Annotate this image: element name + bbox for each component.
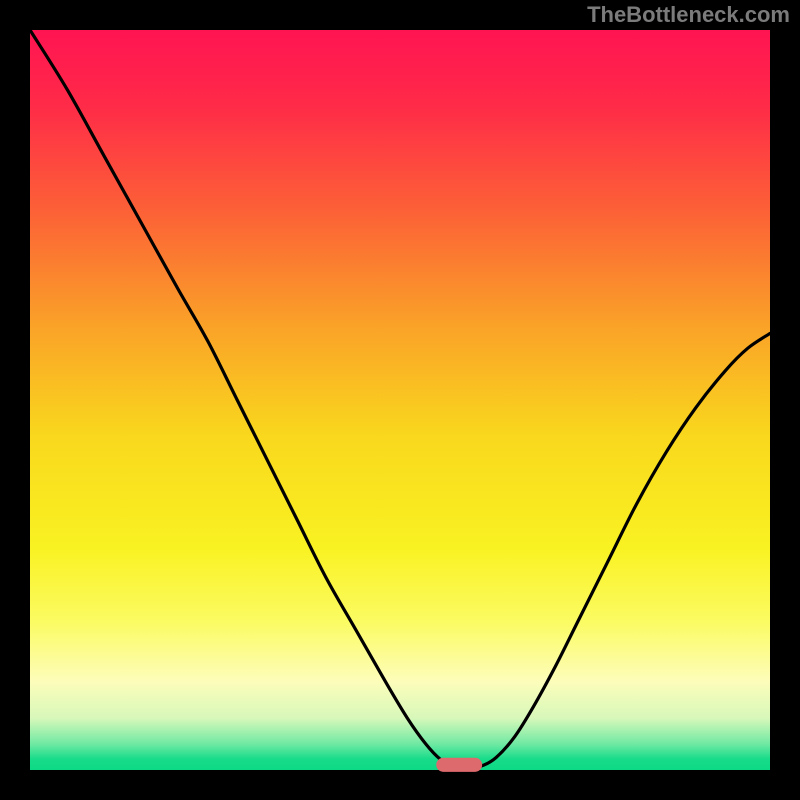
optimal-marker [436,758,482,772]
plot-background [30,30,770,770]
watermark-text: TheBottleneck.com [587,2,790,28]
bottleneck-chart [0,0,800,800]
